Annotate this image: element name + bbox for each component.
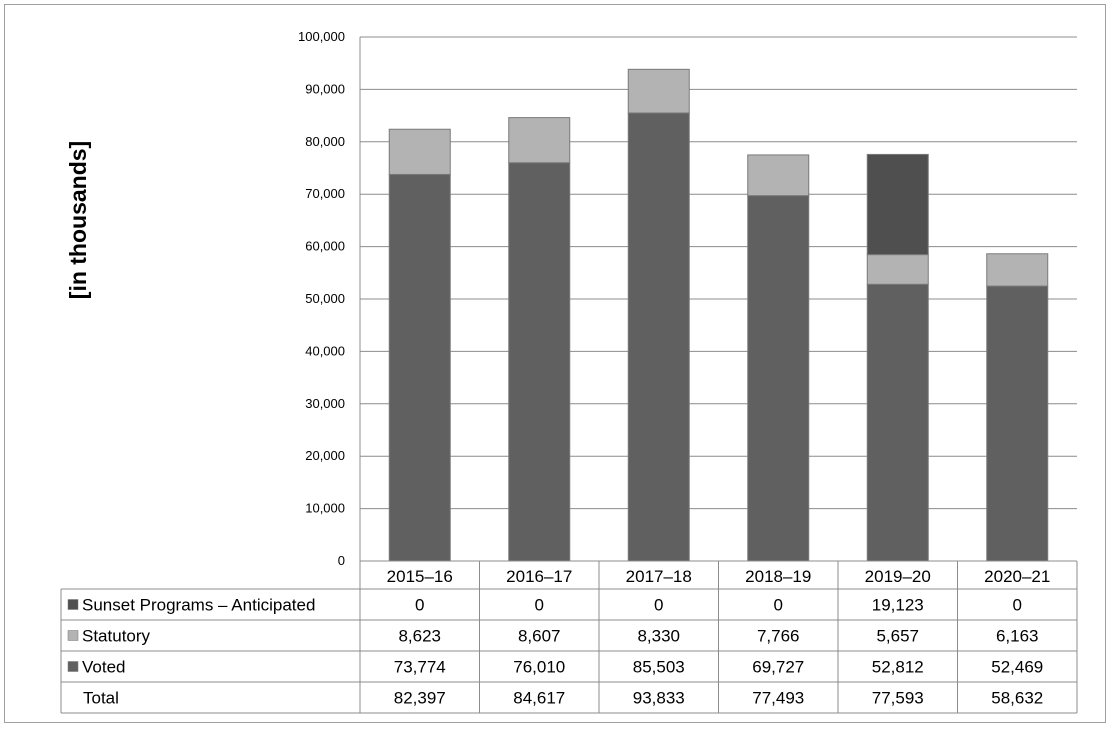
- table-value: 6,163: [996, 627, 1039, 646]
- table-value: 8,607: [518, 627, 561, 646]
- bar-statutory-3: [747, 154, 810, 197]
- bar-statutory-5: [986, 253, 1049, 287]
- y-tick-label: 10,000: [305, 501, 345, 516]
- table-value: 77,593: [872, 689, 924, 708]
- y-tick-labels: 0 10,000 20,000 30,000 40,000 50,000 60,000 70,…: [298, 29, 345, 568]
- bar-voted-4: [866, 283, 929, 562]
- table-value: 8,623: [398, 627, 441, 646]
- legend-swatch: [67, 599, 79, 610]
- table-value: 76,010: [513, 658, 565, 677]
- table-value: 77,493: [752, 689, 804, 708]
- legend-swatch: [67, 630, 79, 641]
- y-tick-label: 90,000: [305, 81, 345, 96]
- legend-swatch: [67, 661, 79, 672]
- bar-voted-3: [747, 195, 810, 562]
- table-value: 58,632: [991, 689, 1043, 708]
- x-tick-label: 2017–18: [626, 567, 692, 586]
- bar-voted-5: [986, 285, 1049, 562]
- legend-label: Statutory: [82, 627, 151, 646]
- y-tick-label: 80,000: [305, 134, 345, 149]
- table-value: 5,657: [876, 627, 919, 646]
- table-value: 0: [1013, 596, 1022, 615]
- y-tick-label: 100,000: [298, 29, 345, 44]
- bar-voted-1: [508, 162, 571, 562]
- bar-statutory-1: [508, 117, 571, 164]
- legend-label: Total: [83, 689, 119, 708]
- x-tick-label: 2016–17: [506, 567, 572, 586]
- bar-statutory-2: [627, 68, 690, 114]
- legend-label: Voted: [82, 658, 126, 677]
- y-tick-label: 50,000: [305, 291, 345, 306]
- bar-statutory-4: [866, 254, 929, 285]
- x-tick-label: 2018–19: [745, 567, 811, 586]
- table-value: 52,469: [991, 658, 1043, 677]
- y-tick-label: 70,000: [305, 186, 345, 201]
- table-value: 52,812: [872, 658, 924, 677]
- table-value: 8,330: [637, 627, 680, 646]
- legend-label: Sunset Programs – Anticipated: [82, 596, 315, 615]
- table-value: 82,397: [394, 689, 446, 708]
- table-value: 85,503: [633, 658, 685, 677]
- table-value: 0: [654, 596, 663, 615]
- bars: [388, 68, 1049, 562]
- y-axis-title: [in thousands]: [65, 141, 91, 299]
- table-value: 93,833: [633, 689, 685, 708]
- table-value: 0: [535, 596, 544, 615]
- x-tick-label: 2019–20: [865, 567, 931, 586]
- bar-sunset-programs-anticipated-4: [866, 153, 929, 256]
- bar-voted-0: [388, 173, 451, 562]
- table-value: 19,123: [872, 596, 924, 615]
- bar-voted-2: [627, 112, 690, 562]
- bar-statutory-0: [388, 128, 451, 175]
- table-value: 0: [415, 596, 424, 615]
- x-tick-label: 2020–21: [984, 567, 1050, 586]
- data-table: 2015–16 2016–17 2017–18 2018–19 2019–20 2020–…: [60, 560, 1078, 714]
- table-value: 0: [774, 596, 783, 615]
- table-value: 7,766: [757, 627, 800, 646]
- y-tick-label: 20,000: [305, 448, 345, 463]
- y-tick-label: 40,000: [305, 343, 345, 358]
- y-tick-label: 30,000: [305, 396, 345, 411]
- x-tick-label: 2015–16: [387, 567, 453, 586]
- table-value: 69,727: [752, 658, 804, 677]
- y-tick-label: 0: [338, 553, 345, 568]
- table-value: 73,774: [394, 658, 446, 677]
- y-tick-label: 60,000: [305, 239, 345, 254]
- table-value: 84,617: [513, 689, 565, 708]
